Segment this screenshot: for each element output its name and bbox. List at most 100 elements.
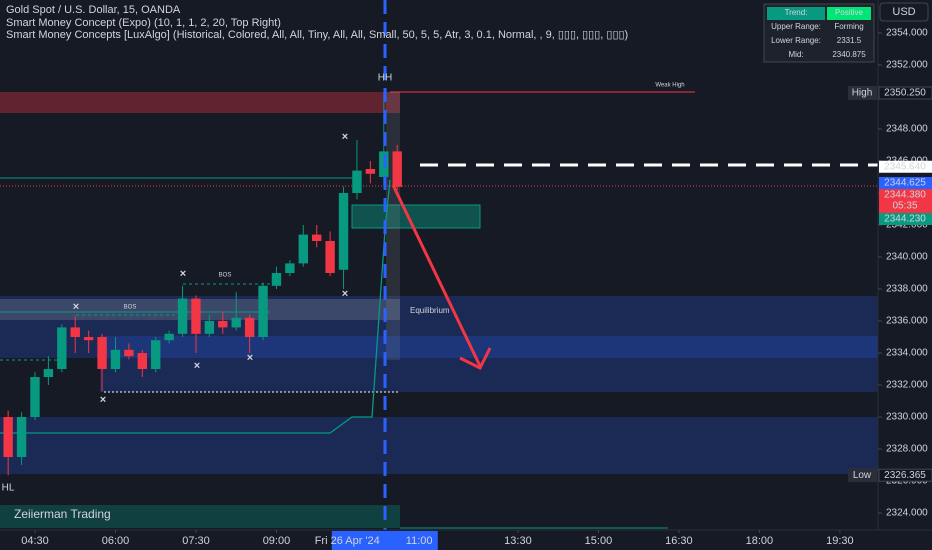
y-tick-label: 2330.000 bbox=[886, 412, 928, 423]
table-cell: Mid: bbox=[788, 50, 803, 59]
candle-body bbox=[110, 349, 121, 370]
currency[interactable]: USD bbox=[892, 6, 915, 18]
arrow-head bbox=[459, 347, 492, 371]
price-label: 2326.365 bbox=[884, 470, 926, 481]
candle-body bbox=[392, 151, 402, 187]
countdown: 05:35 bbox=[892, 201, 917, 212]
demand-zone bbox=[351, 204, 481, 229]
y-tick-label: 2340.000 bbox=[886, 252, 928, 263]
candle-body bbox=[365, 168, 376, 174]
y-tick-label: 2354.000 bbox=[886, 28, 928, 39]
arrow bbox=[391, 184, 482, 367]
discount-zone bbox=[0, 417, 878, 474]
crosshair-time: 11:00 bbox=[406, 535, 433, 547]
price-label-box bbox=[879, 212, 932, 225]
candle-body bbox=[97, 337, 107, 370]
price-label-box bbox=[879, 188, 932, 213]
price-label-box bbox=[879, 160, 932, 173]
premium-zone bbox=[0, 296, 878, 358]
candle-body bbox=[298, 234, 308, 264]
candle-body bbox=[43, 369, 54, 378]
price-label: 2345.640 bbox=[884, 161, 926, 172]
price-axis bbox=[878, 0, 932, 550]
watermark: Zeiierman Trading bbox=[14, 507, 111, 521]
annotation: Equilibrium bbox=[410, 306, 450, 315]
swing-marker: × bbox=[73, 301, 79, 313]
candle-body bbox=[204, 321, 215, 334]
candle-body bbox=[16, 417, 27, 458]
swing-marker: × bbox=[180, 268, 186, 280]
candle-body bbox=[57, 327, 67, 370]
annotation: Weak High bbox=[655, 83, 684, 89]
candle-body bbox=[83, 337, 94, 341]
table-cell: 2340.875 bbox=[832, 50, 866, 59]
table-header bbox=[827, 7, 871, 20]
swing-marker: × bbox=[342, 131, 348, 143]
x-tick-label: 13:30 bbox=[504, 535, 532, 547]
table-cell: Positive bbox=[835, 8, 864, 17]
price-label: 2344.230 bbox=[884, 214, 926, 225]
table-cell: Forming bbox=[834, 22, 863, 31]
candle-body bbox=[30, 377, 40, 418]
annotation: BOS bbox=[124, 305, 137, 311]
price-name: High bbox=[852, 88, 873, 99]
watermark-bar bbox=[0, 505, 400, 528]
y-tick-label: 2336.000 bbox=[886, 316, 928, 327]
x-tick-label: 09:00 bbox=[263, 535, 291, 547]
candle-body bbox=[124, 349, 134, 357]
x-tick-label: 04:30 bbox=[21, 535, 49, 547]
table-header bbox=[767, 7, 825, 20]
price-label: 2350.250 bbox=[884, 88, 926, 99]
swing-marker: × bbox=[194, 360, 200, 372]
swing-marker: × bbox=[342, 288, 348, 300]
x-tick-label: 19:30 bbox=[826, 535, 854, 547]
x-tick-label: 06:00 bbox=[102, 535, 130, 547]
y-tick-label: 2338.000 bbox=[886, 284, 928, 295]
swing-marker: × bbox=[247, 352, 253, 364]
y-tick-label: 2332.000 bbox=[886, 380, 928, 391]
annotation: HH bbox=[378, 73, 392, 84]
swing-marker: × bbox=[100, 394, 106, 406]
highlight bbox=[386, 92, 400, 360]
candle-body bbox=[258, 285, 268, 338]
currency-box[interactable] bbox=[879, 2, 929, 22]
candle-body bbox=[3, 417, 13, 458]
candle-body bbox=[177, 298, 188, 334]
candle-body bbox=[151, 340, 161, 370]
chart-title: Gold Spot / U.S. Dollar, 15, OANDA bbox=[6, 4, 181, 16]
price-name-box bbox=[848, 468, 877, 483]
y-tick-label: 2348.000 bbox=[886, 124, 928, 135]
zones bbox=[0, 91, 878, 529]
price-label-box bbox=[878, 468, 932, 482]
x-tick-label: 16:30 bbox=[665, 535, 693, 547]
annotation: BOS bbox=[219, 273, 232, 279]
table-cell: Upper Range: bbox=[771, 22, 821, 31]
candle-body bbox=[218, 321, 228, 328]
candle-body bbox=[70, 327, 80, 338]
candle-body bbox=[271, 273, 282, 286]
price-label: 2344.625 bbox=[884, 178, 926, 189]
crosshair-date: Fri 26 Apr '24 bbox=[315, 535, 380, 547]
indicator: Smart Money Concept (Expo) (10, 1, 1, 2,… bbox=[6, 17, 281, 29]
y-tick-label: 2334.000 bbox=[886, 348, 928, 359]
candle-body bbox=[352, 170, 362, 193]
x-tick-label: 18:00 bbox=[746, 535, 774, 547]
price-label-box bbox=[878, 86, 932, 100]
y-tick-label: 2352.000 bbox=[886, 60, 928, 71]
price-label: 2344.380 bbox=[884, 190, 926, 201]
equilibrium-zone bbox=[100, 336, 878, 392]
annotation: HL bbox=[2, 483, 15, 494]
candle-body bbox=[191, 298, 201, 334]
plot bbox=[3, 92, 402, 476]
candle-body bbox=[338, 192, 349, 270]
candle-body bbox=[325, 240, 335, 274]
y-tick-label: 2342.000 bbox=[886, 220, 928, 231]
candle-body bbox=[231, 317, 241, 328]
candle-body bbox=[244, 317, 255, 338]
x-tick-label: 07:30 bbox=[182, 535, 210, 547]
x-tick-label: 15:00 bbox=[585, 535, 613, 547]
candle-body bbox=[137, 353, 148, 370]
table-cell: Lower Range: bbox=[771, 36, 821, 45]
